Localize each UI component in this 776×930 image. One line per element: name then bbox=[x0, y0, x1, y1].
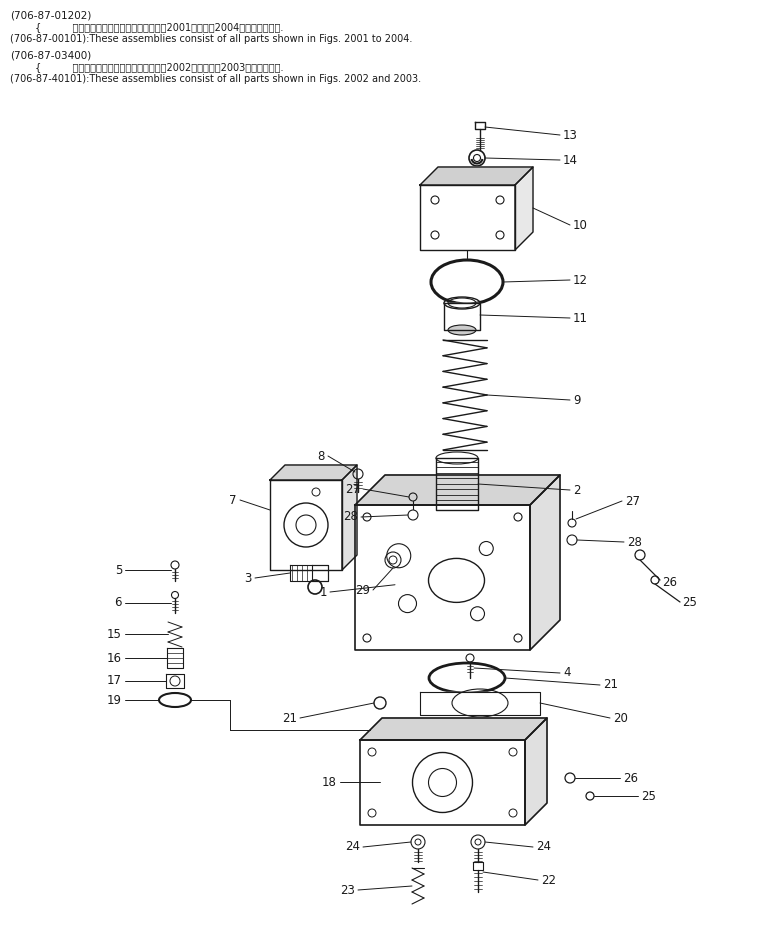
Text: 29: 29 bbox=[355, 583, 370, 596]
Polygon shape bbox=[270, 480, 342, 570]
Text: 8: 8 bbox=[317, 449, 325, 462]
Text: 28: 28 bbox=[627, 536, 642, 549]
Polygon shape bbox=[444, 303, 480, 330]
Polygon shape bbox=[290, 565, 328, 581]
Text: 25: 25 bbox=[682, 595, 697, 608]
Text: 15: 15 bbox=[107, 628, 122, 641]
Polygon shape bbox=[515, 167, 533, 250]
Polygon shape bbox=[530, 475, 560, 650]
Polygon shape bbox=[525, 718, 547, 825]
Text: 5: 5 bbox=[115, 564, 122, 577]
Ellipse shape bbox=[436, 504, 478, 516]
Text: 27: 27 bbox=[625, 495, 640, 508]
Polygon shape bbox=[360, 718, 547, 740]
Text: 9: 9 bbox=[573, 393, 580, 406]
Text: {          これらのアセンブリの構成部品は第2001図から第2004図まで含みます.: { これらのアセンブリの構成部品は第2001図から第2004図まで含みます. bbox=[10, 22, 283, 32]
Text: 25: 25 bbox=[641, 790, 656, 803]
Text: 27: 27 bbox=[345, 483, 360, 496]
Text: (706-87-00101):These assemblies consist of all parts shown in Figs. 2001 to 2004: (706-87-00101):These assemblies consist … bbox=[10, 34, 412, 44]
Polygon shape bbox=[420, 692, 540, 715]
Text: 19: 19 bbox=[107, 694, 122, 707]
Text: 21: 21 bbox=[603, 679, 618, 692]
Text: 12: 12 bbox=[573, 273, 588, 286]
Polygon shape bbox=[420, 167, 533, 185]
Polygon shape bbox=[270, 465, 357, 480]
Text: 11: 11 bbox=[573, 312, 588, 325]
Text: 22: 22 bbox=[541, 873, 556, 886]
Text: {          これらのアセンブリの構成部品は第2002図および第2003図を含みます.: { これらのアセンブリの構成部品は第2002図および第2003図を含みます. bbox=[10, 62, 283, 72]
Text: 13: 13 bbox=[563, 128, 578, 141]
Polygon shape bbox=[355, 505, 530, 650]
Text: 3: 3 bbox=[244, 572, 252, 584]
Text: 1: 1 bbox=[320, 586, 327, 599]
Ellipse shape bbox=[448, 325, 476, 335]
Text: 2: 2 bbox=[573, 484, 580, 497]
Text: 10: 10 bbox=[573, 219, 588, 232]
Text: 26: 26 bbox=[662, 576, 677, 589]
Text: 20: 20 bbox=[613, 711, 628, 724]
Text: 17: 17 bbox=[107, 674, 122, 687]
Text: 6: 6 bbox=[115, 596, 122, 609]
Text: 23: 23 bbox=[340, 884, 355, 897]
Text: 14: 14 bbox=[563, 153, 578, 166]
Polygon shape bbox=[436, 458, 478, 510]
Text: (706-87-40101):These assemblies consist of all parts shown in Figs. 2002 and 200: (706-87-40101):These assemblies consist … bbox=[10, 74, 421, 84]
Text: 7: 7 bbox=[230, 494, 237, 507]
Polygon shape bbox=[420, 185, 515, 250]
Polygon shape bbox=[360, 740, 525, 825]
Text: 21: 21 bbox=[282, 711, 297, 724]
Text: 24: 24 bbox=[536, 841, 551, 854]
Polygon shape bbox=[355, 475, 560, 505]
Text: (706-87-01202): (706-87-01202) bbox=[10, 10, 92, 20]
Text: 28: 28 bbox=[343, 511, 358, 524]
Text: 24: 24 bbox=[345, 841, 360, 854]
Text: 16: 16 bbox=[107, 652, 122, 665]
Text: 18: 18 bbox=[322, 776, 337, 789]
Text: 26: 26 bbox=[623, 772, 638, 785]
Text: 4: 4 bbox=[563, 667, 570, 680]
Polygon shape bbox=[342, 465, 357, 570]
Text: (706-87-03400): (706-87-03400) bbox=[10, 50, 92, 60]
